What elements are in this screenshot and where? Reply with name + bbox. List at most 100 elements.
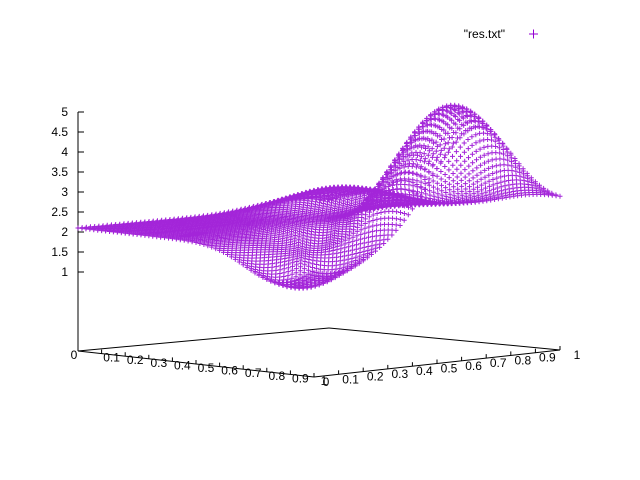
surface-point <box>478 162 484 168</box>
surface-point <box>437 151 443 157</box>
surface-point <box>431 140 436 146</box>
legend: "res.txt" <box>464 27 538 41</box>
surface-point <box>378 203 384 209</box>
surface-point <box>414 191 420 197</box>
surface-point <box>260 275 266 280</box>
surface-point <box>446 175 452 181</box>
surface-point <box>470 181 476 187</box>
surface-point <box>506 182 512 188</box>
surface-point <box>459 114 465 120</box>
surface-point <box>332 270 337 276</box>
surface-point <box>426 158 432 164</box>
surface-point <box>405 212 411 218</box>
surface-point <box>418 179 424 185</box>
surface-point <box>429 137 435 143</box>
surface-point <box>442 141 448 147</box>
surface-point <box>501 156 507 162</box>
surface-point <box>458 162 464 168</box>
surface-point <box>454 181 460 187</box>
surface-point <box>465 137 471 142</box>
surface-point <box>447 109 453 115</box>
surface-point <box>395 165 401 170</box>
x-tick-label: 0.8 <box>268 369 285 383</box>
surface-point <box>447 187 453 193</box>
surface-point <box>385 236 391 242</box>
surface-point <box>407 192 412 198</box>
surface-point <box>473 140 479 146</box>
surface-point <box>537 182 542 188</box>
surface-point <box>350 243 356 249</box>
surface-point <box>389 182 395 188</box>
surface-point <box>486 165 492 171</box>
surface-point <box>369 234 375 240</box>
surface-point <box>545 188 551 194</box>
surface-point <box>475 189 481 195</box>
surface-point <box>366 224 372 230</box>
surface-point <box>256 272 262 278</box>
surface-point <box>442 179 448 185</box>
surface-point <box>344 267 350 273</box>
surface-point <box>360 258 366 264</box>
surface-point <box>501 151 506 157</box>
surface-point <box>197 241 203 246</box>
y-tick-label: 1 <box>574 348 581 362</box>
surface-point <box>389 232 395 238</box>
surface-point <box>346 244 352 250</box>
x-tick-label: 0.6 <box>221 364 238 378</box>
surface-point <box>463 119 469 125</box>
surface-point <box>423 136 429 142</box>
surface-point <box>486 183 492 189</box>
surface-point <box>386 195 392 200</box>
surface-point <box>479 124 485 130</box>
surface-point <box>307 271 313 277</box>
y-tick-label: 0.9 <box>539 351 556 365</box>
x-tick-label: 0 <box>71 348 78 362</box>
surface-point <box>494 175 500 181</box>
surface-point <box>481 152 487 158</box>
surface-point <box>415 152 420 158</box>
surface-point <box>433 139 439 145</box>
surface-point <box>406 178 412 184</box>
surface-point <box>434 180 440 186</box>
surface-point <box>387 176 393 181</box>
surface-point <box>406 196 412 202</box>
surface-point <box>423 118 429 123</box>
x-tick-label: 0.4 <box>174 358 191 372</box>
surface-point <box>439 192 445 198</box>
surface-point <box>434 143 440 149</box>
surface-point <box>512 156 518 161</box>
surface-point <box>437 142 443 148</box>
surface-point <box>453 139 459 145</box>
surface-point <box>367 209 372 215</box>
surface-point <box>423 146 428 151</box>
surface-point <box>541 185 547 191</box>
surface-point <box>409 163 415 169</box>
surface-point <box>354 233 360 239</box>
surface-point <box>362 235 368 241</box>
surface-point <box>402 178 408 184</box>
z-tick-label: 5 <box>61 105 68 119</box>
surface-point <box>447 105 453 110</box>
surface-point <box>438 169 444 174</box>
surface-point <box>509 163 515 169</box>
surface-point <box>471 186 477 192</box>
surface-point <box>486 172 492 178</box>
surface-point <box>354 228 360 234</box>
surface-point <box>391 167 397 173</box>
surface-point <box>411 192 417 198</box>
legend-label: "res.txt" <box>464 27 505 41</box>
surface-point <box>454 166 460 172</box>
surface-point <box>383 175 389 180</box>
surface-point <box>483 126 489 132</box>
surface-point <box>362 225 368 231</box>
surface-point <box>524 170 530 176</box>
surface-point <box>414 162 420 168</box>
z-tick-label: 1 <box>61 265 68 279</box>
surface-point <box>450 140 456 146</box>
surface-point <box>475 123 481 129</box>
surface-point <box>532 179 538 185</box>
y-axis-ticks: 0 0.1 0.2 0.3 0.4 0.5 0.6 0.7 0.8 0.9 1 <box>313 346 581 389</box>
surface-point <box>482 167 488 173</box>
surface-point <box>358 231 364 237</box>
